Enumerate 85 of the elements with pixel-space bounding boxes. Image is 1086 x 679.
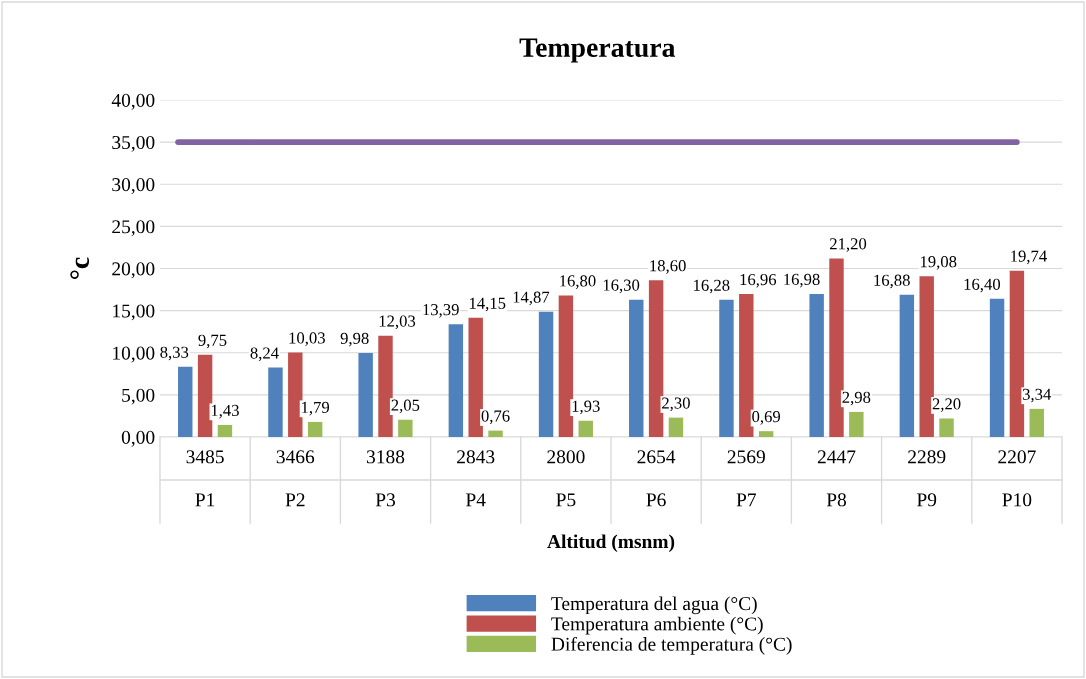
- y-tick-label: 35,00: [112, 135, 155, 152]
- legend-label: Temperatura del agua (°C): [551, 596, 757, 615]
- bar: [268, 367, 283, 437]
- data-label: 18,60: [650, 260, 686, 274]
- category-label: 3485 P1: [186, 450, 224, 507]
- bar: [578, 420, 593, 437]
- bar: [758, 431, 774, 437]
- bar: [648, 280, 664, 437]
- data-label: 2,20: [932, 398, 961, 412]
- bar: [288, 352, 303, 437]
- y-tick-label: 25,00: [112, 220, 155, 237]
- y-tick-label: 20,00: [112, 262, 155, 279]
- bar: [1009, 270, 1025, 437]
- data-label: 16,96: [740, 273, 777, 288]
- data-label: 10,03: [289, 332, 325, 346]
- data-label: 0,76: [481, 410, 510, 425]
- data-label: 9,75: [198, 334, 227, 349]
- data-label: 8,24: [250, 347, 279, 362]
- data-label: 8,33: [160, 346, 189, 361]
- category-label: 2654 P6: [637, 450, 676, 507]
- bar: [829, 258, 844, 437]
- bar: [899, 294, 915, 437]
- y-tick-label: 15,00: [113, 304, 155, 321]
- data-label: 0,69: [752, 411, 781, 425]
- data-label: 16,40: [964, 278, 1001, 293]
- legend-label: Temperatura ambiente (°C): [551, 616, 763, 635]
- data-label: 2,30: [662, 397, 690, 412]
- data-label: 14,87: [513, 291, 550, 306]
- data-label: 13,39: [423, 304, 459, 318]
- bar: [538, 311, 554, 437]
- category-label: 2569 P7: [727, 450, 765, 507]
- bar: [217, 424, 233, 437]
- data-label: 2,05: [391, 399, 420, 414]
- bar: [358, 352, 373, 437]
- bar: [398, 419, 413, 437]
- data-label: 1,43: [211, 404, 239, 419]
- category-label: 2843 P4: [457, 450, 495, 507]
- bar: [197, 354, 213, 437]
- category-label: 2447 P8: [817, 450, 856, 507]
- bar: [849, 411, 864, 437]
- bar: [448, 324, 464, 437]
- data-label: 19,74: [1011, 250, 1047, 265]
- bar: [488, 430, 503, 437]
- y-tick-label: 0,00: [121, 430, 155, 447]
- bar: [1029, 408, 1044, 437]
- bar: [989, 298, 1005, 437]
- bar: [307, 421, 323, 437]
- category-label: 3466 P2: [276, 450, 315, 507]
- bar: [378, 335, 393, 437]
- data-label: 16,30: [603, 279, 640, 294]
- data-label: 16,28: [694, 279, 730, 294]
- data-label: 21,20: [830, 238, 867, 252]
- data-label: 1,79: [302, 401, 330, 416]
- data-label: 14,15: [469, 297, 506, 312]
- x-axis-title: Altitud (msnm): [547, 534, 675, 553]
- category-label: 2207 P10: [998, 450, 1036, 507]
- data-label: 1,93: [572, 400, 600, 415]
- data-label: 12,03: [379, 315, 416, 330]
- chart-title: Temperatura: [519, 38, 676, 63]
- data-label: 16,88: [874, 274, 910, 289]
- category-label: 3188 P3: [366, 450, 405, 507]
- legend-label: Diferencia de temperatura (°C): [551, 636, 792, 655]
- bar: [558, 295, 574, 437]
- category-label: 2800 P5: [547, 450, 585, 507]
- y-tick-label: 40,00: [111, 93, 155, 110]
- bar: [468, 317, 483, 437]
- bar: [809, 293, 824, 437]
- data-label: 9,98: [340, 332, 369, 347]
- bar: [939, 418, 954, 437]
- bar: [668, 417, 684, 437]
- data-label: 16,98: [784, 273, 820, 288]
- y-axis-title: °c: [70, 257, 90, 279]
- bar: [178, 366, 193, 437]
- bar: [629, 299, 644, 437]
- data-label: 3,34: [1022, 388, 1052, 403]
- bar: [719, 299, 734, 437]
- y-tick-label: 10,00: [113, 346, 155, 363]
- y-tick-label: 5,00: [122, 388, 155, 405]
- data-label: 19,08: [920, 256, 957, 270]
- bar: [739, 294, 754, 437]
- data-label: 16,80: [560, 275, 596, 289]
- data-label: 2,98: [842, 391, 871, 406]
- category-label: 2289 P9: [908, 450, 946, 507]
- bar: [919, 276, 934, 437]
- y-tick-label: 30,00: [112, 178, 155, 194]
